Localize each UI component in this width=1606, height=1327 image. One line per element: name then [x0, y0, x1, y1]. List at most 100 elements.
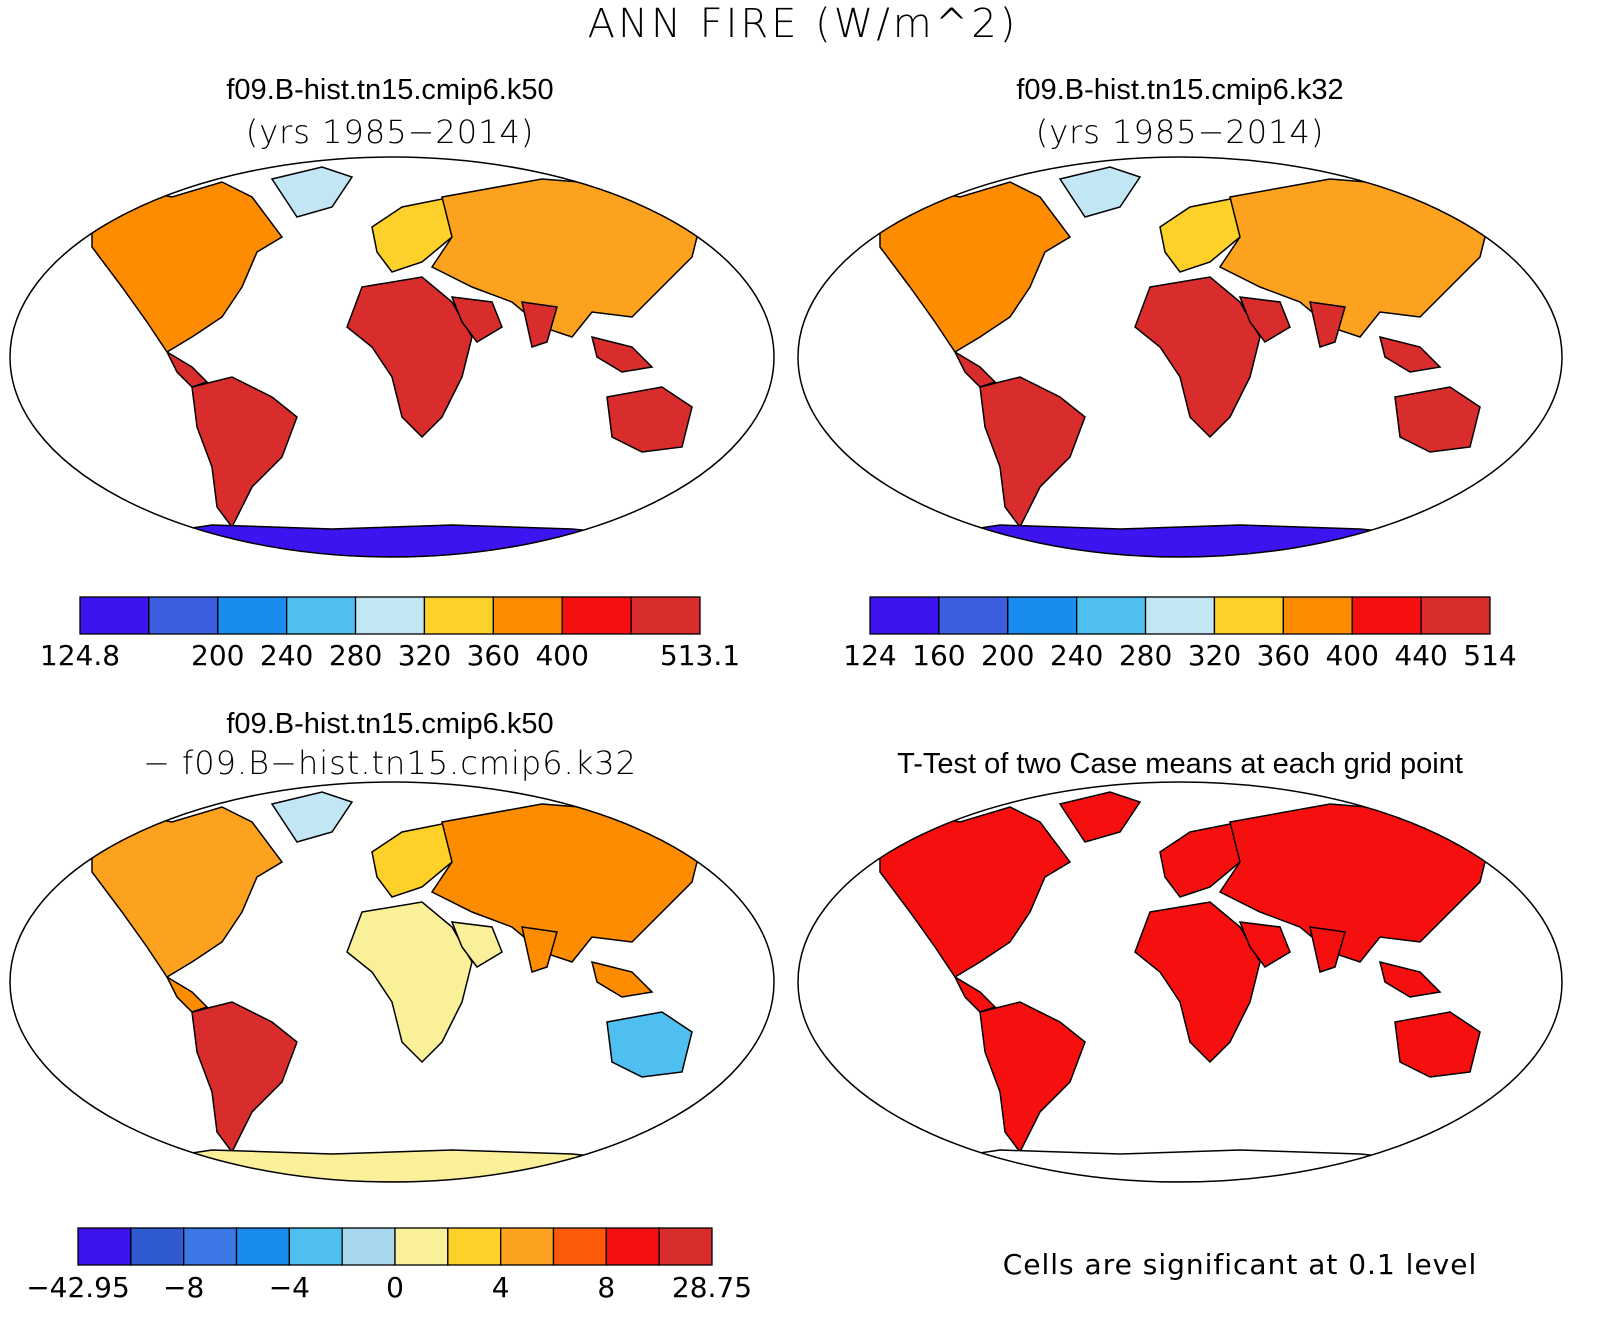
colorbar-swatch	[561, 596, 632, 635]
map-panel-case2	[797, 156, 1563, 558]
panel-case1-title: f09.B-hist.tn15.cmip6.k50	[226, 74, 554, 106]
colorbar-tick-label: −8	[163, 1271, 205, 1304]
colorbar-case2	[869, 596, 1491, 635]
colorbar-tick-label: 280	[328, 639, 383, 672]
colorbar-swatch	[492, 596, 563, 635]
colorbar-tick-label: 240	[259, 639, 314, 672]
colorbar-swatch	[1420, 596, 1491, 635]
se-asia-ttest	[1378, 960, 1442, 998]
greenland-case2	[1058, 166, 1142, 218]
panel-case2-subtitle: (yrs 1985−2014)	[1035, 113, 1325, 151]
antarctica-case1	[10, 524, 774, 557]
arabia-case1	[450, 296, 503, 343]
colorbar-swatch	[423, 596, 494, 635]
map-border-case2	[797, 156, 1563, 558]
australia-ttest	[1394, 1011, 1481, 1078]
south-america-case2	[979, 376, 1086, 529]
australia-difference	[606, 1011, 693, 1078]
colorbar-swatch	[938, 596, 1009, 635]
colorbar-swatch	[1282, 596, 1353, 635]
australia-case2	[1394, 386, 1481, 453]
colorbar-tick-label: 28.75	[671, 1271, 753, 1304]
colorbar-tick-label: 400	[535, 639, 589, 672]
south-america-ttest	[979, 1001, 1086, 1154]
colorbar-tick-label: 200	[981, 639, 1035, 672]
colorbar-swatch	[79, 596, 150, 635]
colorbar-swatch	[552, 1227, 607, 1266]
map-border-case1	[9, 156, 775, 558]
colorbar-tick-label: 0	[386, 1271, 404, 1304]
colorbar-swatch	[500, 1227, 555, 1266]
india-case2	[1309, 301, 1346, 348]
ttest-note: Cells are significant at 0.1 level	[1002, 1248, 1478, 1281]
greenland-case1	[270, 166, 354, 218]
colorbar-swatch	[1007, 596, 1078, 635]
map-border-difference	[9, 781, 775, 1183]
greenland-ttest	[1058, 791, 1142, 843]
colorbar-tick-label: −4	[268, 1271, 310, 1304]
colorbar-tick-label: 280	[1118, 639, 1173, 672]
north-america-difference	[91, 806, 284, 979]
south-america-case1	[191, 376, 298, 529]
panel-case1-subtitle: (yrs 1985−2014)	[245, 113, 535, 151]
se-asia-difference	[590, 960, 654, 998]
panel-difference-title: f09.B-hist.tn15.cmip6.k50	[226, 708, 554, 740]
africa-case2	[1134, 276, 1261, 439]
north-america-ttest	[879, 806, 1072, 979]
colorbar-swatch	[235, 1227, 290, 1266]
map-border-ttest	[797, 781, 1563, 1183]
colorbar-swatch	[658, 1227, 713, 1266]
central-america-case1	[165, 350, 209, 388]
africa-difference	[346, 901, 473, 1064]
colorbar-swatch	[630, 596, 701, 635]
india-difference	[521, 926, 558, 973]
colorbar-tick-label: 360	[1256, 639, 1311, 672]
colorbar-swatch	[148, 596, 219, 635]
africa-ttest	[1134, 901, 1261, 1064]
antarctica-case2	[798, 524, 1562, 557]
greenland-difference	[270, 791, 354, 843]
se-asia-case1	[590, 335, 654, 373]
colorbar-swatch	[1213, 596, 1284, 635]
colorbar-tick-label: 124.8	[39, 639, 121, 672]
panel-ttest-title: T-Test of two Case means at each grid po…	[897, 748, 1463, 780]
panel-case2-title: f09.B-hist.tn15.cmip6.k32	[1016, 74, 1344, 106]
europe-case1	[371, 196, 453, 273]
arabia-difference	[450, 921, 503, 968]
colorbar-tick-label: 513.1	[659, 639, 741, 672]
central-america-difference	[165, 975, 209, 1013]
north-america-case1	[91, 181, 284, 354]
central-america-case2	[953, 350, 997, 388]
colorbar-swatch	[288, 1227, 343, 1266]
colorbar-swatch	[447, 1227, 502, 1266]
map-panel-difference	[9, 781, 775, 1183]
colorbar-tick-label: 514	[1463, 639, 1517, 672]
colorbar-swatch	[1144, 596, 1216, 635]
colorbar-tick-label: 440	[1394, 639, 1448, 672]
colorbar-swatch	[1351, 596, 1422, 635]
colorbar-tick-label: 320	[1187, 639, 1242, 672]
colorbar-swatch	[77, 1227, 132, 1266]
colorbar-swatch	[394, 1227, 449, 1266]
colorbar-case1	[79, 596, 701, 635]
colorbar-tick-label: 8	[597, 1271, 616, 1304]
colorbar-swatch	[869, 596, 940, 635]
colorbar-swatch	[354, 596, 426, 635]
colorbar-tick-label: 4	[491, 1271, 510, 1304]
india-case1	[521, 301, 558, 348]
colorbar-swatch	[1076, 596, 1147, 635]
colorbar-tick-label: 400	[1325, 639, 1379, 672]
colorbar-tick-label: 240	[1049, 639, 1104, 672]
map-panel-ttest	[797, 781, 1563, 1183]
europe-case2	[1159, 196, 1241, 273]
colorbar-tick-label: −42.95	[26, 1271, 130, 1304]
figure-title: ANN FIRE (W/m^2)	[587, 1, 1019, 47]
india-ttest	[1309, 926, 1346, 973]
colorbar-swatch	[605, 1227, 660, 1266]
australia-case1	[606, 386, 693, 453]
colorbar-swatch	[183, 1227, 238, 1266]
colorbar-difference	[77, 1227, 713, 1266]
central-america-ttest	[953, 975, 997, 1013]
colorbar-tick-label: 320	[397, 639, 452, 672]
